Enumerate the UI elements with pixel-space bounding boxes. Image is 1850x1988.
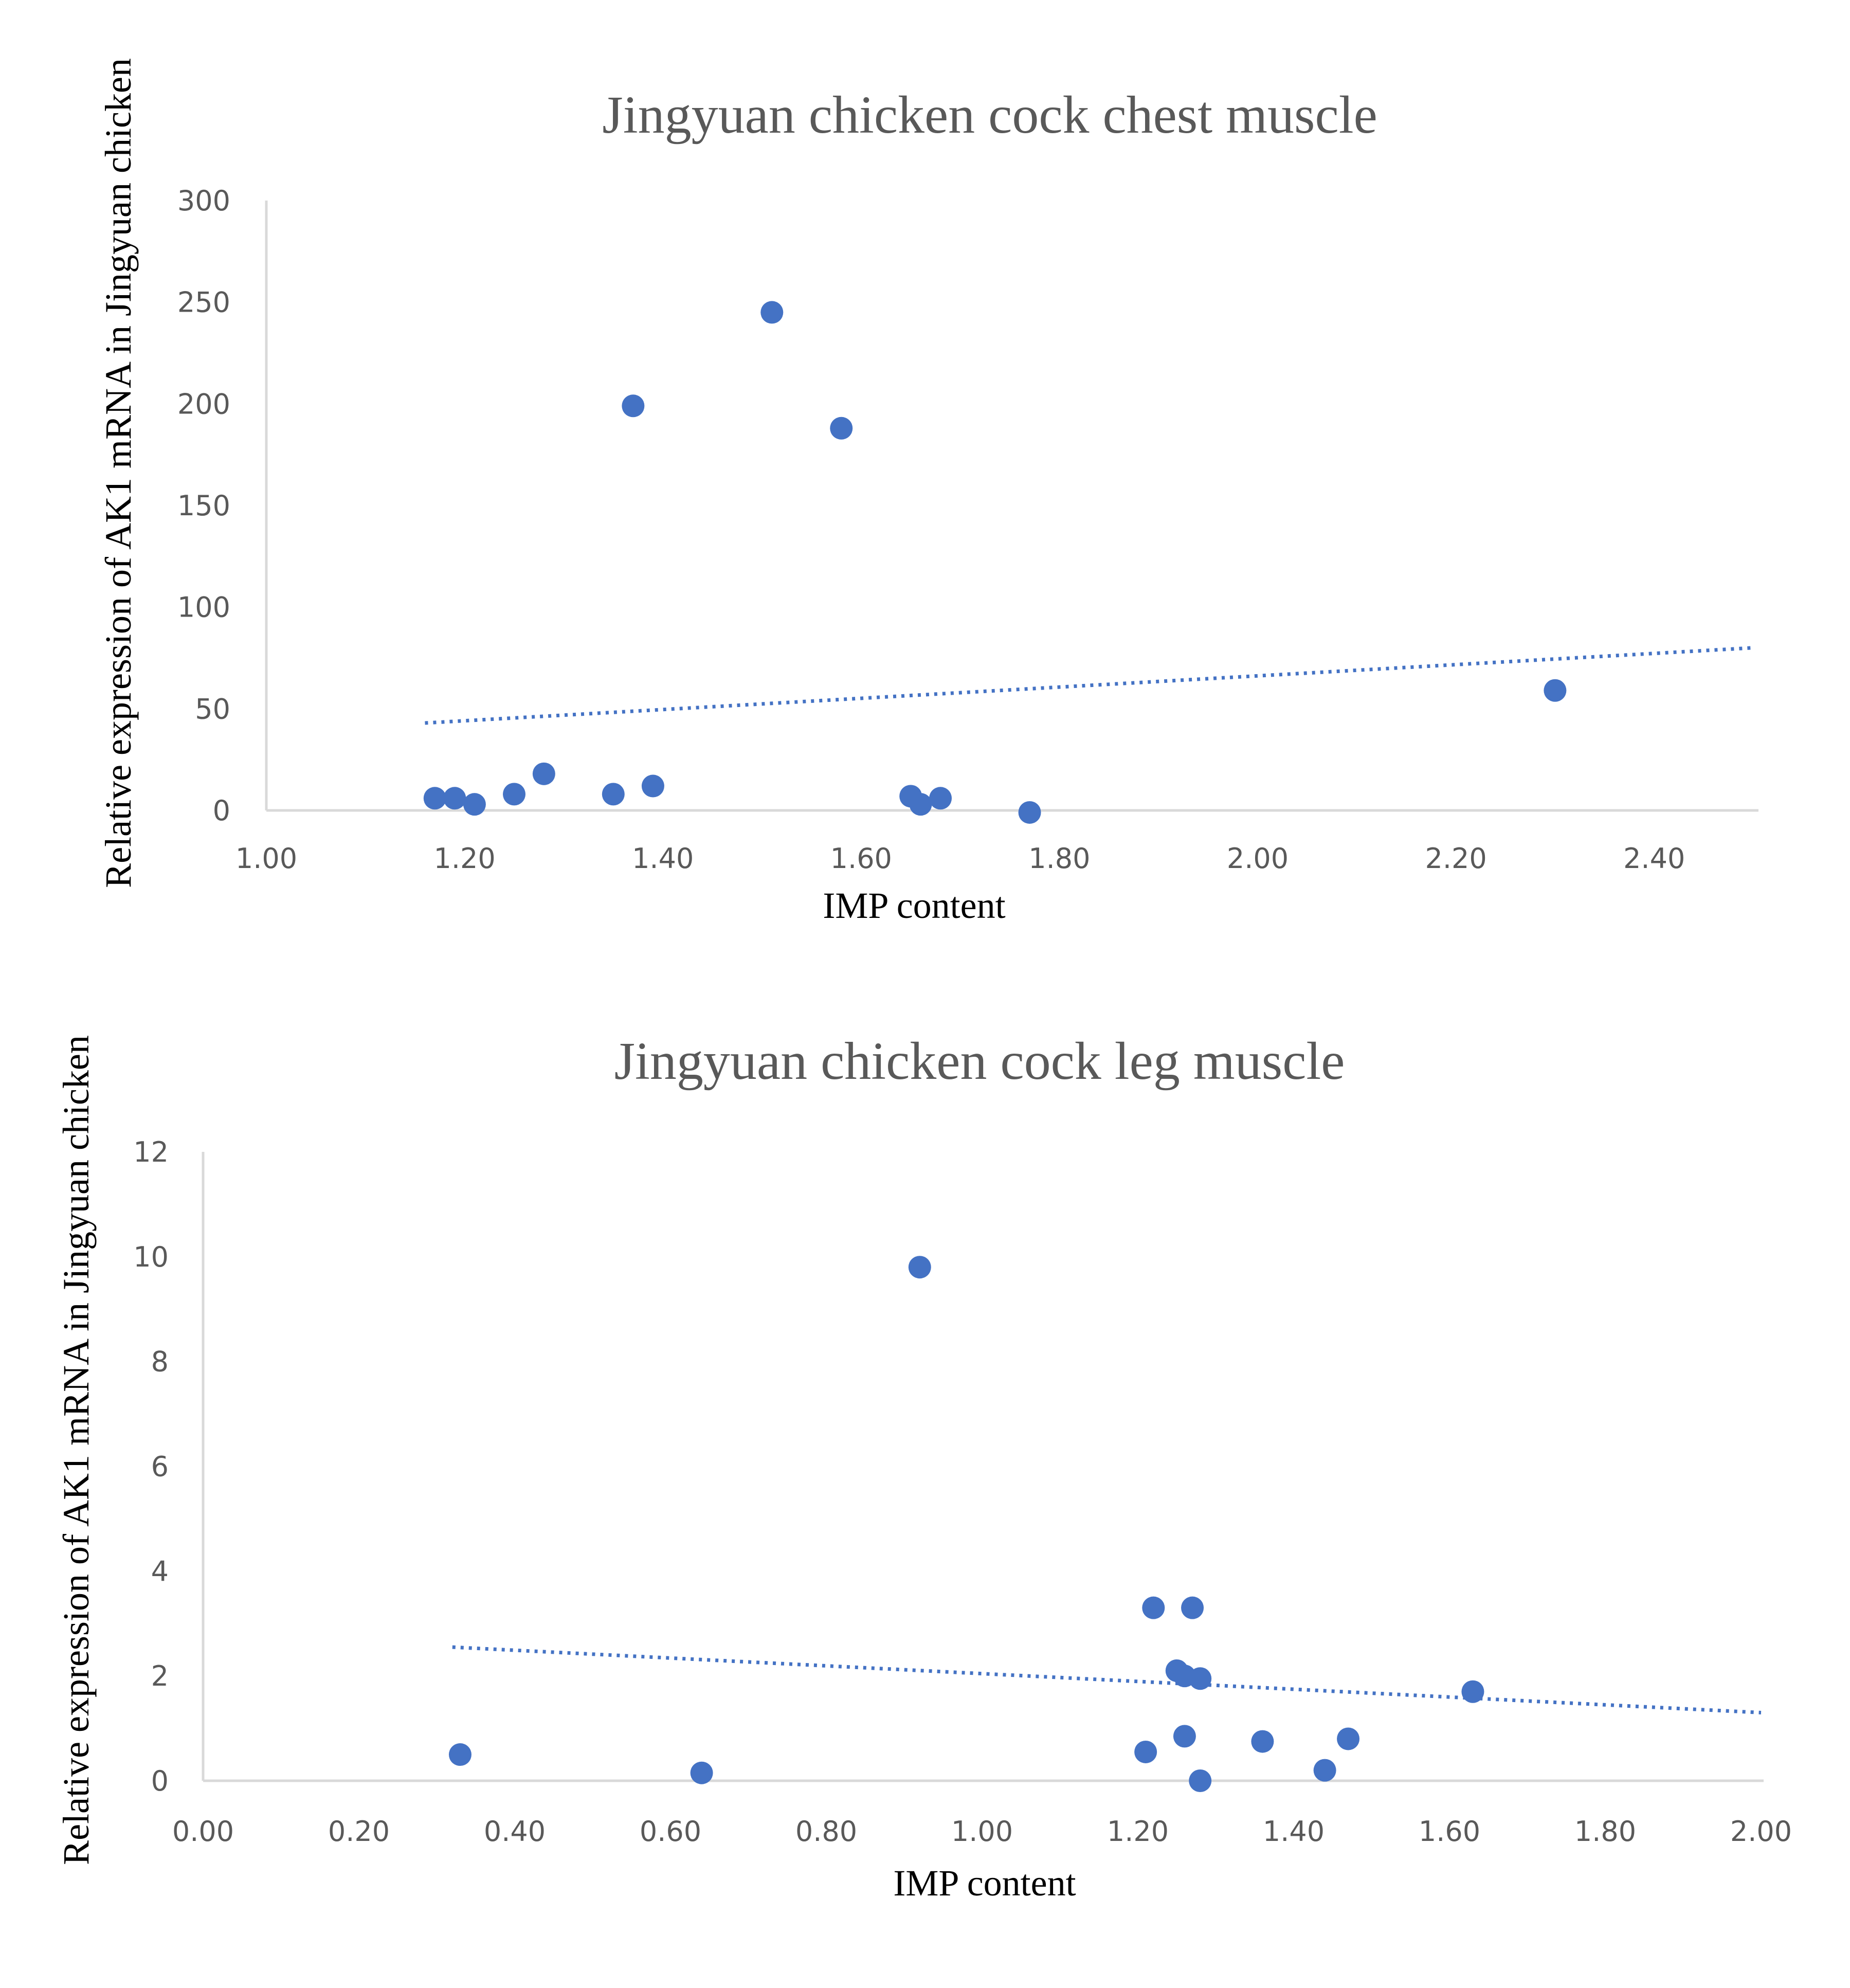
x-tick-label: 1.60 [830, 842, 892, 875]
x-tick-label: 1.80 [1574, 1815, 1636, 1848]
data-point [830, 417, 853, 440]
x-tick-label: 2.40 [1623, 842, 1685, 875]
y-tick-label: 50 [195, 693, 230, 725]
y-tick-label: 250 [177, 286, 230, 319]
data-point [1173, 1725, 1196, 1748]
x-tick-label: 0.40 [484, 1815, 546, 1848]
data-point [448, 1743, 471, 1766]
y-tick-label: 4 [151, 1555, 169, 1587]
x-tick-label: 2.00 [1227, 842, 1289, 875]
y-tick-labels: 0 50 100 150 200 250 300 [177, 185, 230, 827]
data-point [602, 783, 625, 806]
y-tick-label: 200 [177, 388, 230, 420]
data-point [690, 1761, 713, 1784]
y-axis-label: Relative expression of AK1 mRNA in Jingy… [56, 1035, 97, 1865]
y-tick-label: 6 [151, 1451, 169, 1483]
y-tick-label: 0 [213, 794, 230, 827]
y-axis-label: Relative expression of AK1 mRNA in Jingy… [98, 58, 139, 888]
x-tick-label: 0.80 [795, 1815, 857, 1848]
data-point [443, 787, 466, 810]
chart-title: Jingyuan chicken cock chest muscle [602, 85, 1377, 144]
data-point [1337, 1727, 1360, 1750]
x-tick-label: 0.20 [328, 1815, 390, 1848]
data-point [929, 787, 952, 810]
data-point [760, 301, 784, 324]
x-tick-label: 1.00 [235, 842, 297, 875]
y-tick-labels: 0 2 4 6 8 10 12 [133, 1136, 169, 1797]
data-points [448, 1256, 1484, 1792]
data-point [641, 774, 664, 798]
data-point [622, 394, 645, 418]
chart-title: Jingyuan chicken cock leg muscle [614, 1032, 1345, 1091]
x-tick-label: 0.60 [640, 1815, 701, 1848]
x-tick-labels: 1.00 1.20 1.40 1.60 1.80 2.00 2.20 2.40 [235, 842, 1685, 875]
x-tick-label: 1.00 [951, 1815, 1013, 1848]
data-point [909, 793, 932, 816]
data-point [1142, 1596, 1165, 1619]
x-tick-labels: 0.00 0.20 0.40 0.60 0.80 1.00 1.20 1.40 1.60 1.80… [172, 1815, 1792, 1848]
y-tick-label: 300 [177, 185, 230, 217]
x-tick-label: 2.20 [1425, 842, 1486, 875]
x-axis-label: IMP content [893, 1863, 1076, 1904]
data-point [1461, 1680, 1484, 1703]
y-tick-label: 100 [177, 591, 230, 624]
data-point [1134, 1740, 1157, 1763]
y-tick-label: 12 [133, 1136, 169, 1168]
chest-muscle-chart: Jingyuan chicken cock chest muscle IMP c… [98, 58, 1758, 926]
x-tick-label: 1.80 [1028, 842, 1090, 875]
data-point [503, 783, 525, 806]
data-point [1189, 1769, 1212, 1792]
x-tick-label: 1.40 [1263, 1815, 1325, 1848]
trendline [452, 1645, 1762, 1715]
x-axis-label: IMP content [823, 885, 1005, 926]
data-point [1189, 1667, 1212, 1690]
data-point [532, 762, 555, 785]
x-tick-label: 1.20 [1107, 1815, 1169, 1848]
data-point [908, 1256, 931, 1279]
x-tick-label: 2.00 [1730, 1815, 1792, 1848]
leg-muscle-chart: Jingyuan chicken cock leg muscle IMP con… [56, 1032, 1792, 1904]
x-tick-label: 1.40 [632, 842, 694, 875]
data-point [423, 787, 446, 810]
x-tick-label: 0.00 [172, 1815, 234, 1848]
x-tick-label: 1.60 [1419, 1815, 1480, 1848]
data-point [1313, 1759, 1336, 1782]
y-tick-label: 150 [177, 490, 230, 522]
data-point [463, 793, 486, 816]
x-tick-label: 1.20 [433, 842, 495, 875]
y-tick-label: 10 [133, 1241, 169, 1273]
y-tick-label: 2 [151, 1660, 169, 1692]
data-point [1251, 1730, 1274, 1753]
data-points [423, 301, 1567, 824]
y-tick-label: 8 [151, 1346, 169, 1378]
data-point [1018, 801, 1041, 824]
data-point [1181, 1596, 1204, 1619]
y-tick-label: 0 [151, 1765, 169, 1797]
data-point [1544, 679, 1567, 702]
